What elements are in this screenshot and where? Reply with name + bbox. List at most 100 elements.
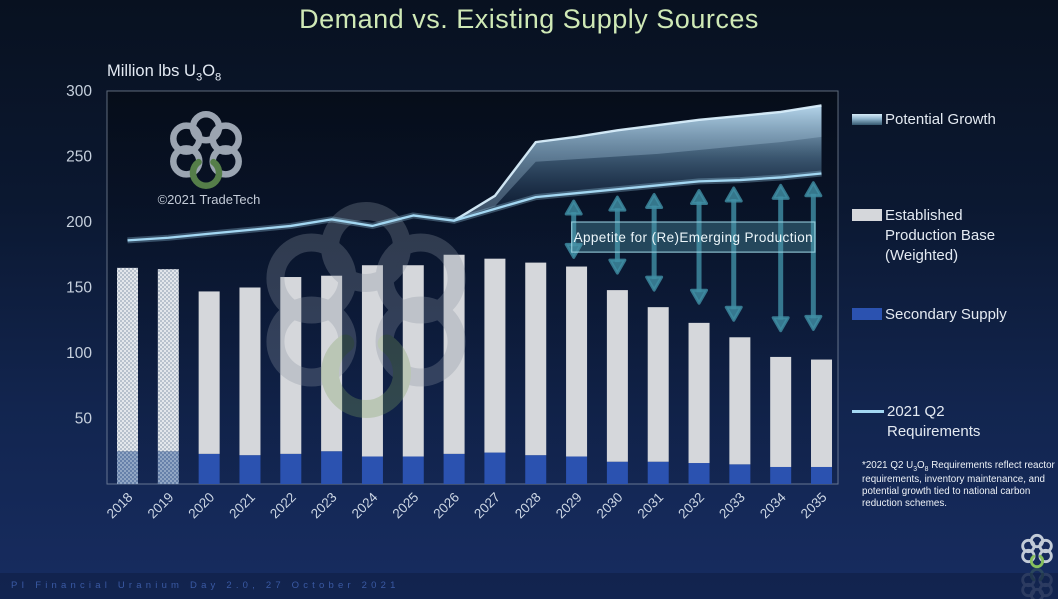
annotation-arrow-up-head <box>724 186 743 203</box>
bar-established-2034 <box>770 356 792 467</box>
x-tick-label: 2025 <box>390 490 422 522</box>
requirements-line <box>127 172 822 242</box>
logo-ring <box>1038 582 1053 598</box>
x-tick-label: 2032 <box>675 490 707 522</box>
annotation-arrow-up-head <box>804 181 823 198</box>
annotation-arrow-up-head <box>771 183 790 200</box>
bar-secondary-2023 <box>321 451 343 484</box>
y-axis-title: Million lbs U3O8 <box>107 62 221 83</box>
bar-secondary-2030 <box>606 461 628 484</box>
tradetech-logo-icon <box>1021 533 1053 569</box>
potential-growth-band <box>454 105 822 221</box>
y-tick-label: 300 <box>66 83 92 100</box>
bar-secondary-2026 <box>443 453 465 484</box>
bar-secondary-2035 <box>811 466 833 484</box>
footnote-text-rest: Requirements reflect reactor requirement… <box>862 460 1055 510</box>
annotation-arrow-down-head <box>608 258 627 275</box>
logo-ring <box>1021 538 1036 554</box>
bar-established-2018 <box>117 267 138 452</box>
potential-growth-swatch <box>852 114 882 125</box>
x-tick-label: 2028 <box>512 490 544 522</box>
requirements-line-swatch <box>852 410 884 413</box>
footnote-text: *2021 Q2 U <box>862 460 914 471</box>
bar-established-2029 <box>566 266 588 457</box>
x-tick-label: 2033 <box>716 490 748 522</box>
x-tick-label: 2027 <box>471 490 503 522</box>
x-tick-label: 2021 <box>226 490 258 522</box>
y-axis-title-o: O <box>202 62 216 80</box>
bar-secondary-2027 <box>484 452 506 484</box>
bar-established-2035 <box>811 359 833 467</box>
bar-secondary-2025 <box>402 456 424 484</box>
legend-item-potential-growth: Potential Growth <box>852 110 996 130</box>
annotation-arrow-up-head <box>690 189 709 206</box>
x-tick-label: 2030 <box>594 490 626 522</box>
slide-title: Demand vs. Existing Supply Sources <box>299 4 759 34</box>
x-tick-label: 2029 <box>553 490 585 522</box>
y-axis-title-text: Million lbs U <box>107 62 196 80</box>
secondary-supply-swatch <box>852 308 882 320</box>
logo-ring <box>266 233 357 324</box>
bar-secondary-2021 <box>239 455 261 484</box>
x-tick-label: 2024 <box>349 489 381 521</box>
legend-item-established-production: Established Production Base (Weighted) <box>852 206 1027 265</box>
annotation-arrow-down-head <box>771 316 790 333</box>
logo-ring <box>321 202 411 292</box>
logo-ring <box>1021 572 1036 588</box>
logo-green-ring <box>189 158 223 189</box>
bar-established-2021 <box>239 287 261 456</box>
bar-secondary-2031 <box>647 461 669 484</box>
annotation-arrow-down-head <box>690 288 709 305</box>
bar-secondary-2019 <box>157 451 179 484</box>
tradetech-copyright: ©2021 TradeTech <box>157 192 261 207</box>
footer-strip <box>0 573 1058 599</box>
logo-ring <box>266 296 357 387</box>
y-tick-label: 100 <box>66 345 92 362</box>
x-tick-label: 2026 <box>430 490 462 522</box>
bar-established-2025 <box>402 265 424 457</box>
legend-label: Potential Growth <box>885 111 996 128</box>
footnote-sub8: 8 <box>924 465 929 473</box>
bar-secondary-2018 <box>117 451 138 484</box>
bar-established-2023 <box>321 275 343 452</box>
legend-label: 2021 Q2 Requirements <box>887 403 981 440</box>
x-tick-label: 2034 <box>757 489 789 521</box>
potential-growth-upper-layer <box>454 105 822 221</box>
bar-established-2031 <box>647 307 669 462</box>
annotation-arrow-up-head <box>564 199 583 216</box>
x-tick-label: 2019 <box>145 490 177 522</box>
bar-secondary-2034 <box>770 466 792 484</box>
y-tick-label: 200 <box>66 214 92 231</box>
bar-secondary-2024 <box>361 456 383 484</box>
annotation-arrow-up-head <box>645 192 664 209</box>
annotation-arrow-down-head <box>724 305 743 322</box>
annotation-box <box>571 221 816 253</box>
potential-growth-top-edge <box>453 104 822 222</box>
logo-ring <box>375 233 466 324</box>
bar-secondary-2022 <box>280 453 302 484</box>
bar-established-2022 <box>280 277 302 454</box>
logo-green-ring <box>1029 554 1045 569</box>
tradetech-logo-icon <box>1021 567 1053 599</box>
legend-label: Secondary Supply <box>885 306 1007 323</box>
bar-established-2020 <box>198 291 220 454</box>
legend-item-secondary-supply: Secondary Supply <box>852 305 1007 325</box>
y-axis-title-sub3: 3 <box>195 71 203 84</box>
bar-secondary-2032 <box>688 463 710 484</box>
y-tick-label: 150 <box>66 280 92 297</box>
logo-green-ring <box>321 334 411 418</box>
x-tick-label: 2018 <box>104 490 136 522</box>
bar-secondary-2029 <box>566 456 588 484</box>
bar-secondary-2028 <box>525 455 547 484</box>
annotation-arrow-up-head <box>608 195 627 212</box>
logo-ring <box>1038 572 1053 588</box>
y-tick-label: 50 <box>75 411 93 428</box>
slide-footer: PI Financial Uranium Day 2.0, 27 October… <box>11 580 400 591</box>
bar-established-2028 <box>525 262 547 456</box>
established-production-swatch <box>852 209 882 221</box>
annotation-arrow-down-head <box>804 314 823 331</box>
x-tick-label: 2035 <box>798 490 830 522</box>
logo-ring <box>1029 587 1045 599</box>
